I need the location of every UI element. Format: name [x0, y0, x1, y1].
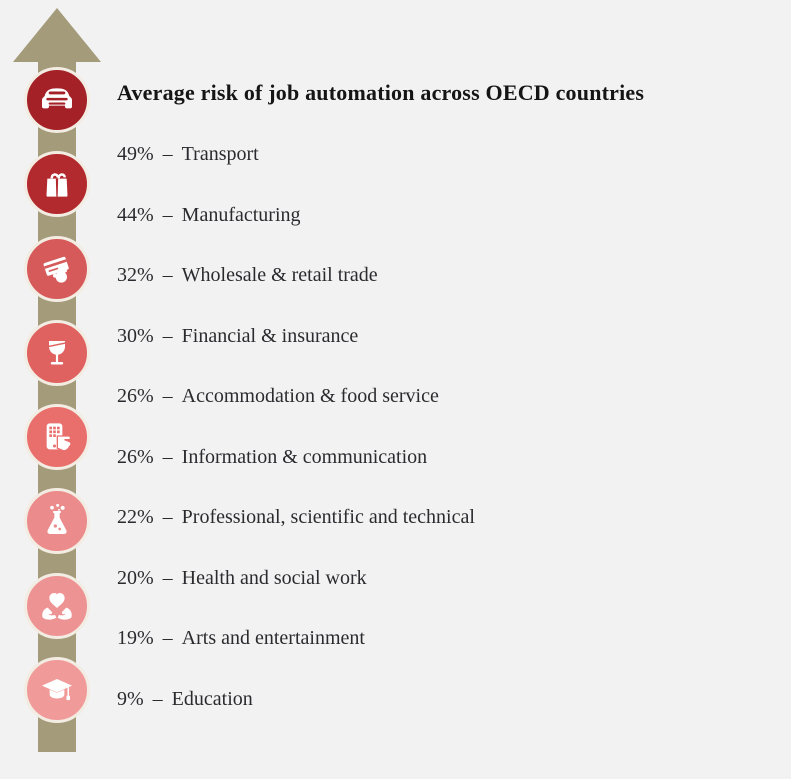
list-item: 26% – Accommodation & food service [117, 382, 439, 410]
row-label: Accommodation & food service [181, 385, 439, 407]
row-value: 26% [117, 385, 154, 407]
row-label: Professional, scientific and technical [181, 506, 475, 528]
row-separator: – [162, 627, 173, 649]
row-label: Financial & insurance [181, 325, 359, 347]
smartphone-touch-icon [24, 404, 90, 470]
row-separator: – [162, 204, 173, 226]
page-title: Average risk of job automation across OE… [117, 80, 645, 105]
list-item: 49% – Transport [117, 140, 259, 168]
row-separator: – [162, 506, 173, 528]
row-value: 9% [117, 688, 144, 710]
list-item: 22% – Professional, scientific and technic… [117, 503, 475, 531]
graduation-cap-icon [24, 657, 90, 723]
row-value: 49% [117, 143, 154, 165]
shopping-bag-icon [24, 151, 90, 217]
list-item: 44% – Manufacturing [117, 201, 301, 229]
row-label: Arts and entertainment [181, 627, 365, 649]
list-item: 19% – Arts and entertainment [117, 624, 365, 652]
hands-heart-icon [24, 573, 90, 639]
row-value: 20% [117, 567, 154, 589]
list-item: 9% – Education [117, 685, 253, 713]
wine-glass-icon [24, 320, 90, 386]
row-label: Information & communication [181, 446, 428, 468]
row-label: Education [171, 688, 253, 710]
science-flask-icon [24, 488, 90, 554]
row-separator: – [162, 143, 173, 165]
row-separator: – [162, 325, 173, 347]
row-label: Health and social work [181, 567, 367, 589]
row-separator: – [162, 264, 173, 286]
row-label: Wholesale & retail trade [181, 264, 378, 286]
car-icon [24, 67, 90, 133]
row-value: 19% [117, 627, 154, 649]
row-separator: – [162, 567, 173, 589]
row-value: 30% [117, 325, 154, 347]
row-separator: – [162, 385, 173, 407]
row-label: Manufacturing [181, 204, 301, 226]
row-value: 26% [117, 446, 154, 468]
credit-card-hand-icon [24, 236, 90, 302]
row-value: 32% [117, 264, 154, 286]
row-separator: – [152, 688, 163, 710]
list-item: 30% – Financial & insurance [117, 322, 358, 350]
list-item: 26% – Information & communication [117, 443, 427, 471]
row-label: Transport [181, 143, 259, 165]
arrow-head [13, 8, 101, 62]
row-separator: – [162, 446, 173, 468]
list-item: 20% – Health and social work [117, 564, 367, 592]
row-value: 44% [117, 204, 154, 226]
list-item: 32% – Wholesale & retail trade [117, 261, 378, 289]
row-value: 22% [117, 506, 154, 528]
